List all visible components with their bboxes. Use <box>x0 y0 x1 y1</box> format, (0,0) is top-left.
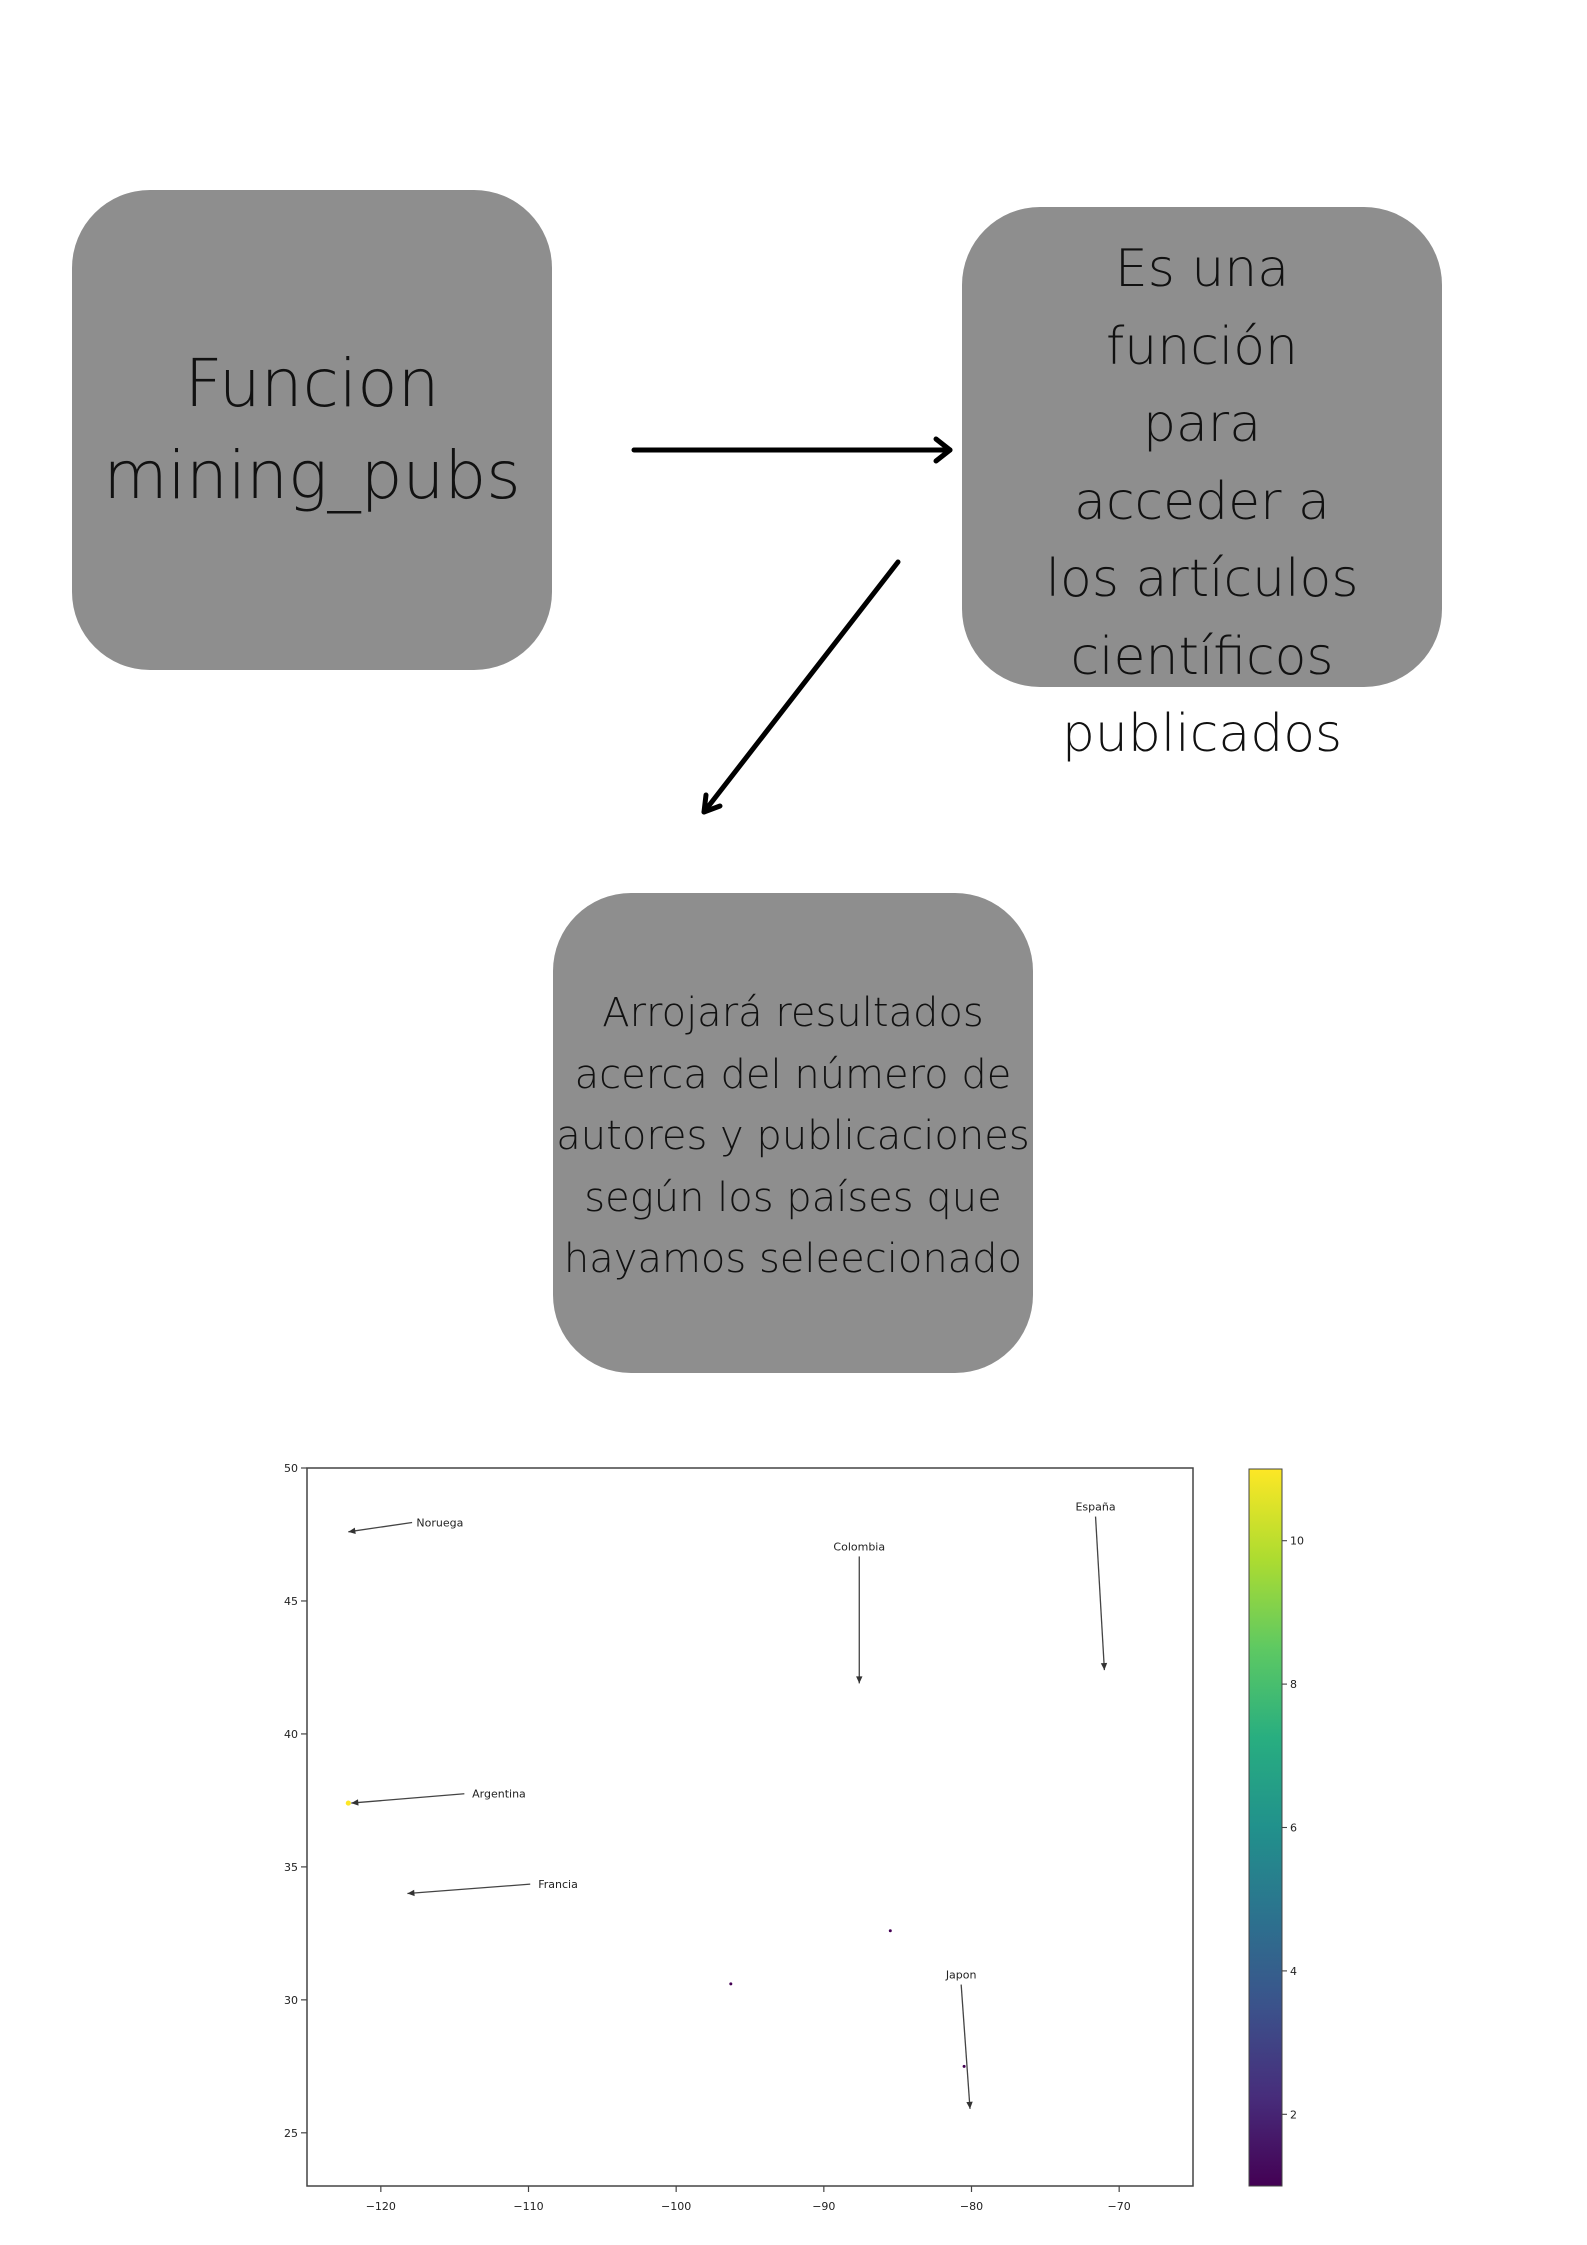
y-tick-label: 25 <box>284 2127 298 2140</box>
colorbar-tick-label: 10 <box>1290 1535 1304 1548</box>
node-funcion-mining-pubs-text: Funcion mining_pubs <box>72 190 552 670</box>
x-tick-label: −90 <box>812 2200 835 2213</box>
x-tick-label: −110 <box>513 2200 543 2213</box>
node-line: mining_pubs <box>103 437 521 514</box>
colorbar-tick-label: 6 <box>1290 1822 1297 1835</box>
node-description: Es una función para acceder a los artícu… <box>962 207 1442 764</box>
annotation-label: Colombia <box>833 1540 885 1553</box>
plot-area <box>306 1467 1194 2187</box>
data-point <box>729 1982 733 1986</box>
annotation-label: Argentina <box>472 1788 526 1801</box>
annotations: Noruega Colombia España Argentina Francia Jap… <box>348 1501 1116 2109</box>
y-tick-label: 45 <box>284 1595 298 1608</box>
colorbar-tick-label: 4 <box>1290 1965 1297 1978</box>
data-points <box>345 1800 966 2068</box>
node-line: Arrojará resultados <box>602 990 984 1037</box>
node-line: autores y publicaciones <box>556 1113 1030 1160</box>
data-point <box>888 1929 892 1933</box>
node-line: acceder a <box>1074 471 1330 532</box>
y-tick-label: 50 <box>284 1462 298 1475</box>
colorbar-ticks: 2 4 6 8 10 <box>1282 1535 1304 2121</box>
data-point <box>962 2064 966 2068</box>
colorbar-tick-label: 8 <box>1290 1678 1297 1691</box>
x-tick-label: −80 <box>960 2200 983 2213</box>
annotation-label: Japon <box>945 1969 977 1982</box>
y-axis: 25 30 35 40 45 50 <box>284 1462 307 2140</box>
annotation-arrow-head <box>348 1527 356 1534</box>
node-line: los artículos <box>1045 549 1359 609</box>
x-tick-label: −120 <box>366 2200 396 2213</box>
annotation-arrow-line <box>960 1984 971 2109</box>
x-tick-label: −70 <box>1108 2200 1131 2213</box>
annotation-arrow-head <box>407 1889 415 1897</box>
arrow-node1-to-node2 <box>631 436 953 464</box>
node-results-text: Arrojará resultados acerca del número de… <box>545 893 1041 1373</box>
node-description-text: Es una función para acceder a los artícu… <box>902 231 1502 774</box>
annotation-arrow-line <box>407 1883 531 1895</box>
node-line: para <box>1142 394 1262 454</box>
node-line: según los países que <box>584 1174 1002 1221</box>
node-funcion-mining-pubs: Funcion mining_pubs <box>72 190 552 670</box>
x-axis: −120 −110 −100 −90 −80 −70 <box>366 2186 1131 2213</box>
node-results: Arrojará resultados acerca del número de… <box>553 893 1033 1373</box>
annotation-arrow-line <box>1094 1516 1106 1671</box>
node-line: publicados <box>1061 704 1343 764</box>
y-tick-label: 40 <box>284 1728 298 1741</box>
annotation-arrow-head <box>1100 1662 1108 1671</box>
colorbar-tick-label: 2 <box>1290 2108 1297 2121</box>
annotation-label: España <box>1075 1501 1115 1514</box>
annotation-arrow-head <box>966 2101 973 2109</box>
colorbar <box>1248 1468 1283 2187</box>
arrow-node2-to-node3 <box>701 559 901 815</box>
data-point <box>345 1800 351 1806</box>
annotation-label: Noruega <box>416 1517 463 1530</box>
annotation-label: Francia <box>538 1878 578 1891</box>
node-line: función <box>1105 316 1299 377</box>
y-tick-label: 30 <box>284 1994 298 2007</box>
y-tick-label: 35 <box>284 1861 298 1874</box>
node-line: científicos <box>1070 626 1334 687</box>
annotation-arrow-line <box>351 1793 465 1804</box>
node-line: hayamos seleecionado <box>563 1236 1023 1283</box>
x-tick-label: −100 <box>661 2200 691 2213</box>
node-line: acerca del número de <box>574 1051 1012 1098</box>
annotation-arrow-head <box>351 1799 359 1806</box>
annotation-arrow-line <box>348 1521 413 1533</box>
annotation-arrow-head <box>856 1676 863 1684</box>
node-line: Funcion <box>184 345 440 422</box>
node-line: Es una <box>1114 239 1290 299</box>
